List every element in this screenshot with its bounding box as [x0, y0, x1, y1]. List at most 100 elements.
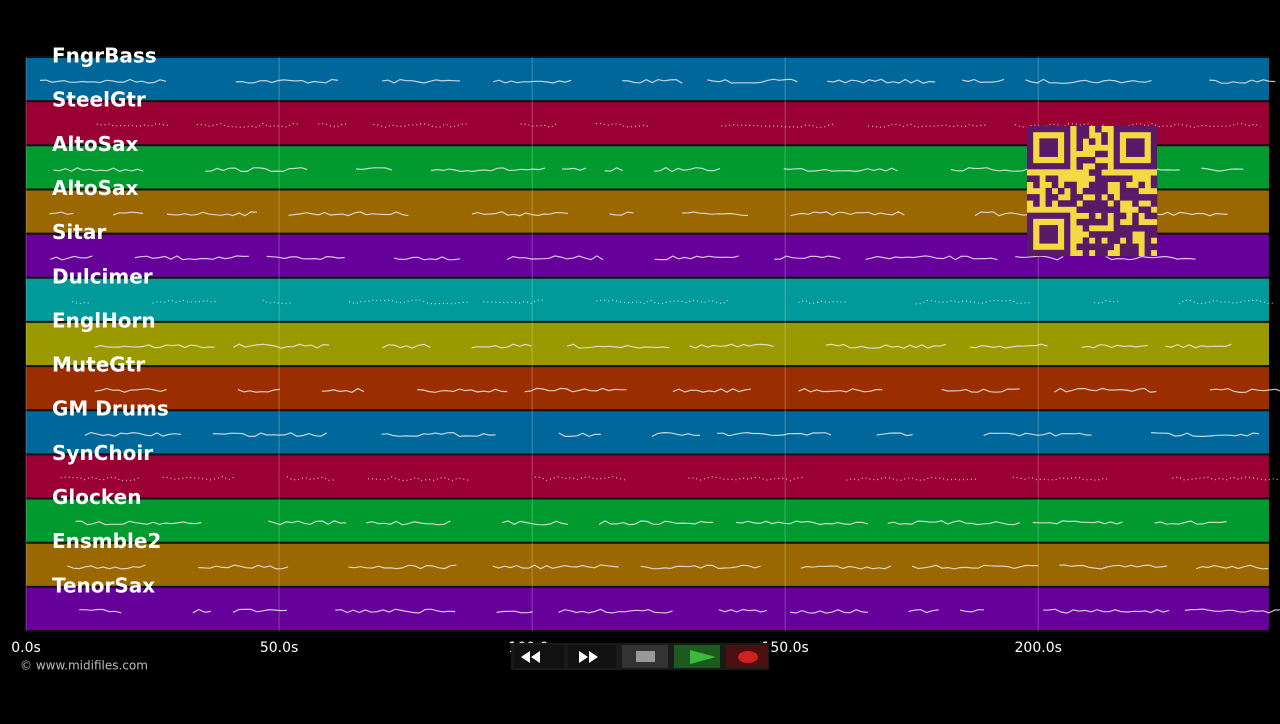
- qr-cell: [1088, 200, 1096, 207]
- note-trace: [825, 343, 947, 349]
- track-name: AltoSax: [52, 132, 139, 156]
- note-trace: [562, 167, 587, 171]
- note-trace: [381, 431, 496, 438]
- note-trace: [192, 608, 211, 614]
- note-trace: [654, 255, 739, 261]
- qr-cell: [1095, 150, 1102, 158]
- play-icon: [690, 650, 716, 664]
- note-trace: [1012, 476, 1109, 481]
- qr-cell: [1150, 194, 1158, 201]
- qr-cell: [1095, 126, 1102, 133]
- qr-cell: [1101, 132, 1108, 139]
- qr-cell: [1119, 249, 1127, 257]
- note-trace: [366, 520, 451, 526]
- qr-cell: [1138, 206, 1145, 213]
- note-trace: [622, 78, 683, 84]
- qr-cell: [1101, 243, 1108, 251]
- note-trace: [348, 564, 457, 570]
- qr-cell: [1101, 206, 1108, 213]
- qr-cell: [1119, 175, 1127, 183]
- qr-cell: [1076, 138, 1084, 145]
- qr-cell: [1119, 212, 1127, 220]
- qr-cell: [1107, 206, 1114, 213]
- qr-cell: [1150, 200, 1158, 207]
- qr-cell: [1132, 218, 1139, 226]
- qr-cell: [1119, 194, 1127, 201]
- note-trace: [382, 343, 431, 349]
- note-trace: [558, 608, 673, 614]
- note-trace: [672, 388, 751, 393]
- qr-cell: [1126, 194, 1133, 201]
- track-name: Glocken: [52, 485, 141, 509]
- qr-cell: [1144, 249, 1152, 257]
- qr-cell: [1082, 206, 1090, 213]
- record-button[interactable]: [726, 645, 768, 668]
- qr-cell: [1144, 225, 1152, 232]
- note-trace: [783, 167, 898, 173]
- qr-cell: [1119, 225, 1127, 232]
- qr-cell: [1082, 218, 1090, 226]
- qr-cell: [1126, 237, 1133, 244]
- qr-cell: [1095, 249, 1102, 257]
- qr-cell: [1082, 187, 1090, 195]
- qr-cell: [1101, 212, 1108, 220]
- qr-finder: [1113, 126, 1158, 170]
- qr-cell: [1126, 243, 1133, 251]
- qr-cell: [1101, 163, 1108, 170]
- qr-cell: [1113, 200, 1121, 207]
- qr-cell: [1070, 187, 1077, 195]
- note-trace: [798, 299, 847, 305]
- note-trace: [288, 211, 409, 217]
- qr-cell: [1095, 175, 1102, 183]
- note-trace: [887, 520, 1020, 526]
- note-trace: [983, 432, 1092, 437]
- track-lane: [26, 498, 1269, 543]
- fast-forward-button[interactable]: [568, 645, 616, 668]
- note-trace: [567, 343, 670, 349]
- note-trace: [431, 167, 546, 173]
- qr-cell: [1101, 249, 1108, 257]
- credit: © www.midifiles.com: [20, 659, 148, 673]
- qr-cell: [1082, 243, 1090, 251]
- play-button[interactable]: [674, 645, 720, 668]
- note-trace: [268, 520, 347, 526]
- qr-cell: [1076, 156, 1084, 164]
- qr-cell: [1132, 243, 1139, 251]
- qr-cell: [1107, 194, 1114, 201]
- qr-cell: [1027, 194, 1034, 201]
- track-name: Ensmble2: [52, 529, 161, 553]
- note-trace: [266, 255, 345, 261]
- qr-cell: [1113, 231, 1121, 238]
- qr-cell: [1132, 187, 1139, 195]
- qr-cell: [1033, 194, 1040, 201]
- qr-cell: [1144, 212, 1152, 220]
- qr-cell: [1088, 138, 1096, 145]
- note-trace: [681, 211, 749, 217]
- note-trace: [790, 609, 869, 614]
- stop-button[interactable]: [622, 645, 668, 668]
- note-trace: [846, 476, 979, 482]
- track-name: Sitar: [52, 220, 106, 244]
- ff-icon: [579, 651, 598, 663]
- rewind-icon: [521, 651, 540, 663]
- note-trace: [1032, 520, 1123, 525]
- track-name: Dulcimer: [52, 264, 153, 288]
- note-trace: [112, 211, 144, 216]
- qr-finder: [1126, 138, 1145, 157]
- note-trace: [1128, 122, 1261, 128]
- note-trace: [653, 166, 721, 173]
- note-trace: [867, 123, 989, 128]
- qr-cell: [1088, 206, 1096, 213]
- note-trace: [232, 343, 330, 349]
- rewind-button[interactable]: [514, 645, 564, 668]
- qr-cell: [1101, 200, 1108, 207]
- note-trace: [212, 432, 328, 437]
- note-trace: [1053, 387, 1157, 393]
- qr-cell: [1033, 175, 1040, 183]
- note-trace: [235, 78, 338, 84]
- qr-cell: [1033, 181, 1040, 189]
- tick-label: 0.0s: [11, 640, 41, 656]
- note-trace: [67, 564, 146, 570]
- note-trace: [162, 476, 235, 481]
- qr-cell: [1095, 243, 1102, 251]
